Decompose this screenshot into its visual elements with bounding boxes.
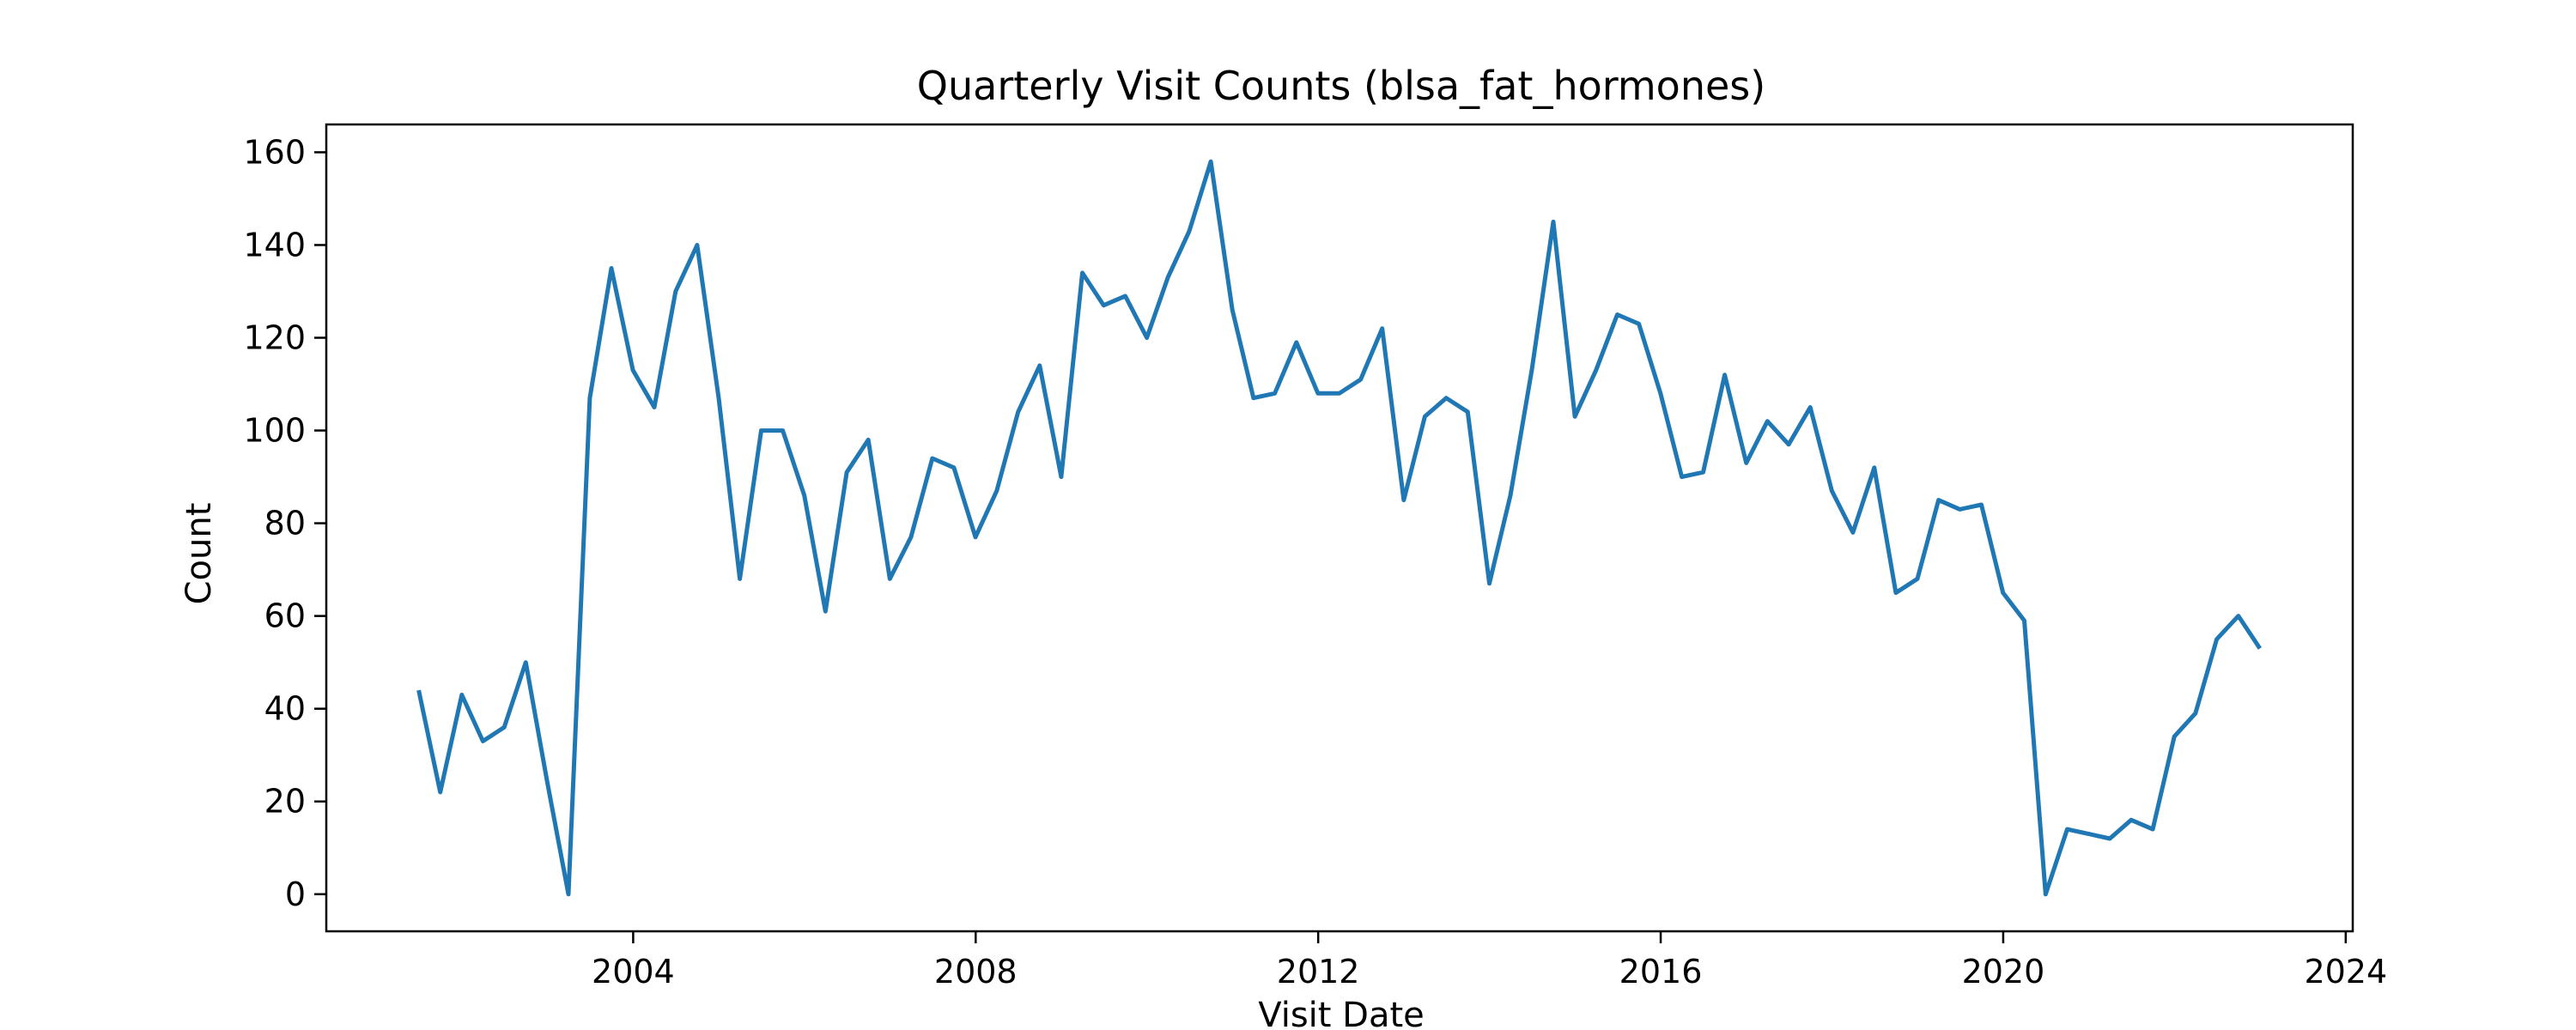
chart-title: Quarterly Visit Counts (blsa_fat_hormone… <box>917 63 1765 109</box>
y-axis-label: Count <box>179 503 219 605</box>
y-tick-label: 100 <box>243 412 306 450</box>
y-tick-label: 120 <box>243 319 306 357</box>
x-tick-label: 2020 <box>1962 953 2045 991</box>
x-tick-label: 2008 <box>934 953 1018 991</box>
y-tick-label: 140 <box>243 226 306 264</box>
y-tick-label: 20 <box>264 783 306 821</box>
y-tick-label: 0 <box>285 876 306 913</box>
series-layer <box>416 159 2262 897</box>
plot-area: 2004 2008 2012 2016 2020 2024 0 20 40 60 80 100 120… <box>243 123 2387 991</box>
y-tick-label: 160 <box>243 133 306 171</box>
x-tick-label: 2024 <box>2304 953 2387 991</box>
y-tick-label: 60 <box>264 597 306 635</box>
x-tick-label: 2004 <box>592 953 675 991</box>
series-line <box>416 159 2262 897</box>
x-tick-label: 2012 <box>1277 953 1360 991</box>
y-tick-label: 80 <box>264 505 306 542</box>
x-axis-label: Visit Date <box>1258 996 1425 1030</box>
y-axis: 0 20 40 60 80 100 120 140 160 <box>243 133 326 913</box>
y-tick-label: 40 <box>264 690 306 728</box>
plot-frame <box>325 123 2354 933</box>
x-axis: 2004 2008 2012 2016 2020 2024 <box>592 931 2387 991</box>
x-tick-label: 2016 <box>1619 953 1703 991</box>
